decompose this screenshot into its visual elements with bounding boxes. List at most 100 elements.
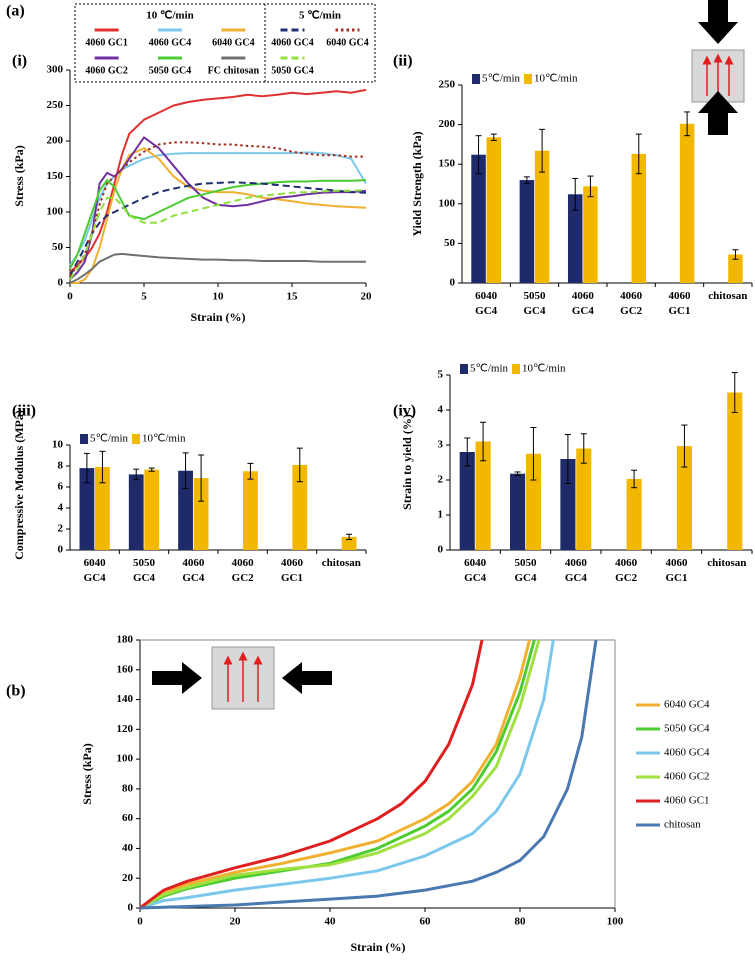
x-tick-label: chitosan [322,557,361,569]
line-series [139,639,598,910]
panel-label: (i) [12,53,27,70]
bar [341,536,357,550]
x-tick-label-line: 5050 [515,557,538,569]
y-tick-label: 3 [438,439,444,451]
legend-label: 4060 GC4 [271,37,314,48]
x-tick-label: 4060 GC4 [572,290,595,317]
error-bar [572,177,579,211]
error-bar [564,434,571,484]
legend-label: 5℃/min [470,363,509,375]
legend-label: 5050 GC4 [664,723,710,735]
x-tick-label: 80 [515,916,527,928]
legend-label: 5℃/min [90,433,129,445]
bar [79,468,95,550]
error-bar [99,450,106,484]
y-tick-label: 0 [438,544,444,556]
x-tick-label-line: GC4 [182,572,205,584]
error-bar [514,471,521,476]
compression-icon [691,0,745,135]
panel-label: (ii) [393,53,413,70]
error-bar [684,111,691,137]
x-axis-label: Strain (%) [191,310,246,324]
bar [519,180,535,283]
legend-swatch [512,364,520,374]
y-tick-label: 250 [439,79,456,91]
x-tick-label-line: GC4 [524,305,547,317]
y-tick-label: 140 [117,693,134,705]
y-tick-label: 0 [128,902,134,914]
x-tick-label: 5 [141,291,147,303]
x-tick-label: 4060 GC4 [182,557,205,584]
bar [626,478,642,550]
x-tick-label-line: chitosan [707,557,746,569]
line-series [69,141,366,277]
x-tick-label-line: GC1 [666,572,688,584]
bar [243,471,258,550]
y-tick-label: 100 [439,197,456,209]
y-axis-label: Stress (kPa) [80,743,94,804]
figure-label: (a) [6,3,25,20]
x-tick-label: 4060 GC2 [620,290,643,317]
x-tick-label: 100 [607,916,624,928]
x-tick-label: 5050 GC4 [133,557,156,584]
legend-label: 10℃/min [522,363,566,375]
y-tick-label: 150 [47,170,64,182]
error-bar [732,249,739,260]
x-tick-label: 6040 GC4 [475,290,498,317]
error-bar [133,468,140,481]
bar [576,448,592,550]
y-tick-label: 200 [47,135,64,147]
error-bar [587,175,594,198]
y-tick-label: 0 [58,544,64,556]
error-bar [539,128,546,173]
line-series [69,189,367,280]
legend-label: 4060 GC1 [664,795,710,807]
bar [486,137,502,283]
x-tick-label: 0 [137,916,143,928]
x-tick-label: 4060 GC4 [565,557,588,584]
legend-label: 10℃/min [142,433,186,445]
bar [525,453,541,550]
legend-swatch [132,434,140,444]
error-bar [148,467,155,472]
x-tick-label-line: 4060 [565,557,588,569]
y-tick-label: 100 [47,206,64,218]
x-tick-label: 4060 GC2 [615,557,638,584]
bar [144,469,160,550]
line-series [70,147,367,284]
x-tick-label-line: GC4 [572,305,595,317]
legend-label: 6040 GC4 [326,37,369,48]
error-bar [580,433,587,464]
y-tick-label: 200 [439,118,456,130]
line-series [69,252,366,284]
x-tick-label-line: 6040 [464,557,487,569]
legend-title: 10 ℃/min [146,10,194,22]
x-tick-label-line: GC2 [615,572,638,584]
y-tick-label: 4 [438,404,444,416]
line-series [69,136,367,281]
line-series [139,639,555,910]
x-tick-label-line: GC4 [565,572,588,584]
chart-panel: 0 2 4 6 8 10 (iii)Compressive Modulus (MPa) 604… [12,403,367,584]
error-bar [182,452,189,490]
error-bar [490,133,497,141]
x-tick-label: 4060 GC1 [281,557,304,584]
legend-label: 10℃/min [534,73,578,85]
y-tick-label: 50 [52,241,64,253]
y-tick-label: 6 [58,481,64,493]
error-bar [296,447,303,483]
x-tick-label-line: 5050 [133,557,156,569]
error-bar [247,462,254,480]
legend-label: 6040 GC4 [664,699,710,711]
bar [459,452,475,550]
y-tick-label: 120 [117,723,134,735]
x-tick-label-line: GC4 [84,572,107,584]
bar [567,194,583,283]
x-tick-label: 0 [67,291,73,303]
line-series [139,639,541,910]
line-series [69,88,367,274]
error-bar [731,372,738,413]
x-tick-label: 20 [361,291,373,303]
